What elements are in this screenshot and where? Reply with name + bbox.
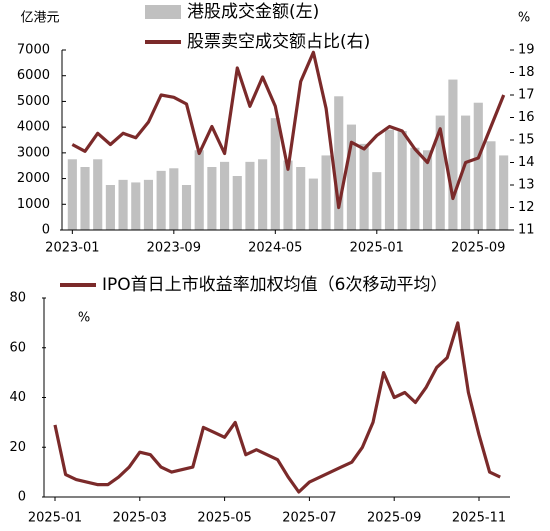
x-tick-label: 2025-09 bbox=[367, 511, 421, 526]
legend-label: 港股成交金额(左) bbox=[187, 2, 319, 22]
y-tick-label: 1000 bbox=[17, 197, 50, 212]
y-tick-label: 2000 bbox=[17, 171, 50, 186]
y-tick-label: 3000 bbox=[17, 145, 50, 160]
bar bbox=[181, 185, 192, 230]
x-tick-label: 2023-01 bbox=[45, 241, 99, 256]
x-tick-label: 2023-09 bbox=[147, 241, 201, 256]
legend-label: 股票卖空成交额占比(右) bbox=[187, 32, 370, 52]
y-tick-label: 0 bbox=[42, 223, 50, 238]
y-tick-label: 4000 bbox=[17, 120, 50, 135]
bar bbox=[422, 150, 433, 230]
bar bbox=[359, 143, 369, 230]
bar bbox=[194, 150, 204, 230]
y-tick-label: 60 bbox=[9, 340, 26, 355]
x-tick-label: 2025-01 bbox=[28, 511, 82, 526]
bar bbox=[397, 131, 407, 230]
x-tick-label: 2025-09 bbox=[451, 241, 505, 256]
y-tick-label: 20 bbox=[9, 440, 26, 455]
y2-tick-label: 19 bbox=[518, 43, 535, 58]
y-tick-label: 0 bbox=[18, 490, 26, 505]
bar bbox=[169, 168, 179, 230]
bar bbox=[220, 161, 230, 230]
bar bbox=[67, 159, 77, 230]
line bbox=[71, 50, 506, 210]
bar bbox=[143, 179, 154, 230]
y-axis-label: % bbox=[78, 311, 90, 326]
x-tick-label: 2025-01 bbox=[350, 241, 404, 256]
bar bbox=[448, 79, 458, 230]
bar bbox=[80, 167, 90, 230]
bar bbox=[270, 118, 280, 230]
y-tick-label: 7000 bbox=[17, 43, 50, 58]
x-tick-label: 2025-03 bbox=[113, 511, 167, 526]
bar bbox=[473, 102, 483, 230]
bar bbox=[372, 172, 382, 230]
y-tick-label: 80 bbox=[9, 291, 26, 306]
bar bbox=[131, 182, 141, 230]
bar bbox=[296, 167, 306, 230]
y2-axis-label: % bbox=[518, 11, 530, 26]
y-tick-label: 40 bbox=[9, 390, 26, 405]
bar bbox=[334, 96, 344, 231]
bar bbox=[321, 155, 331, 230]
bar bbox=[245, 161, 255, 230]
y2-tick-label: 13 bbox=[518, 178, 535, 193]
bar bbox=[232, 176, 242, 230]
y-tick-label: 6000 bbox=[17, 68, 50, 83]
x-tick-label: 2024-05 bbox=[248, 241, 302, 256]
bar bbox=[461, 115, 471, 230]
x-tick-label: 2025-11 bbox=[452, 511, 506, 526]
legend-label: IPO首日上市收益率加权均值（6次移动平均） bbox=[102, 275, 447, 295]
bar bbox=[105, 185, 115, 230]
bar bbox=[93, 159, 103, 230]
y2-tick-label: 11 bbox=[518, 223, 535, 238]
bar bbox=[207, 167, 217, 230]
x-tick-label: 2025-07 bbox=[282, 511, 336, 526]
bar bbox=[308, 178, 318, 230]
legend-swatch bbox=[145, 5, 181, 19]
bar bbox=[258, 159, 268, 230]
y2-tick-label: 18 bbox=[518, 65, 535, 80]
bar bbox=[346, 124, 356, 230]
y2-tick-label: 15 bbox=[518, 133, 535, 148]
y2-tick-label: 16 bbox=[518, 110, 535, 125]
y2-tick-label: 14 bbox=[518, 155, 535, 170]
y2-tick-label: 12 bbox=[518, 200, 535, 215]
bar bbox=[384, 129, 395, 230]
y-tick-label: 5000 bbox=[17, 94, 50, 109]
bar bbox=[118, 179, 128, 230]
x-tick-label: 2025-05 bbox=[197, 511, 251, 526]
bar bbox=[486, 141, 496, 230]
bar bbox=[156, 170, 166, 230]
bar bbox=[283, 160, 293, 230]
y-axis-label: 亿港元 bbox=[20, 11, 59, 26]
bar bbox=[435, 115, 445, 230]
y2-tick-label: 17 bbox=[518, 88, 535, 103]
bar bbox=[410, 147, 420, 230]
bar bbox=[499, 155, 509, 230]
line bbox=[53, 321, 501, 494]
